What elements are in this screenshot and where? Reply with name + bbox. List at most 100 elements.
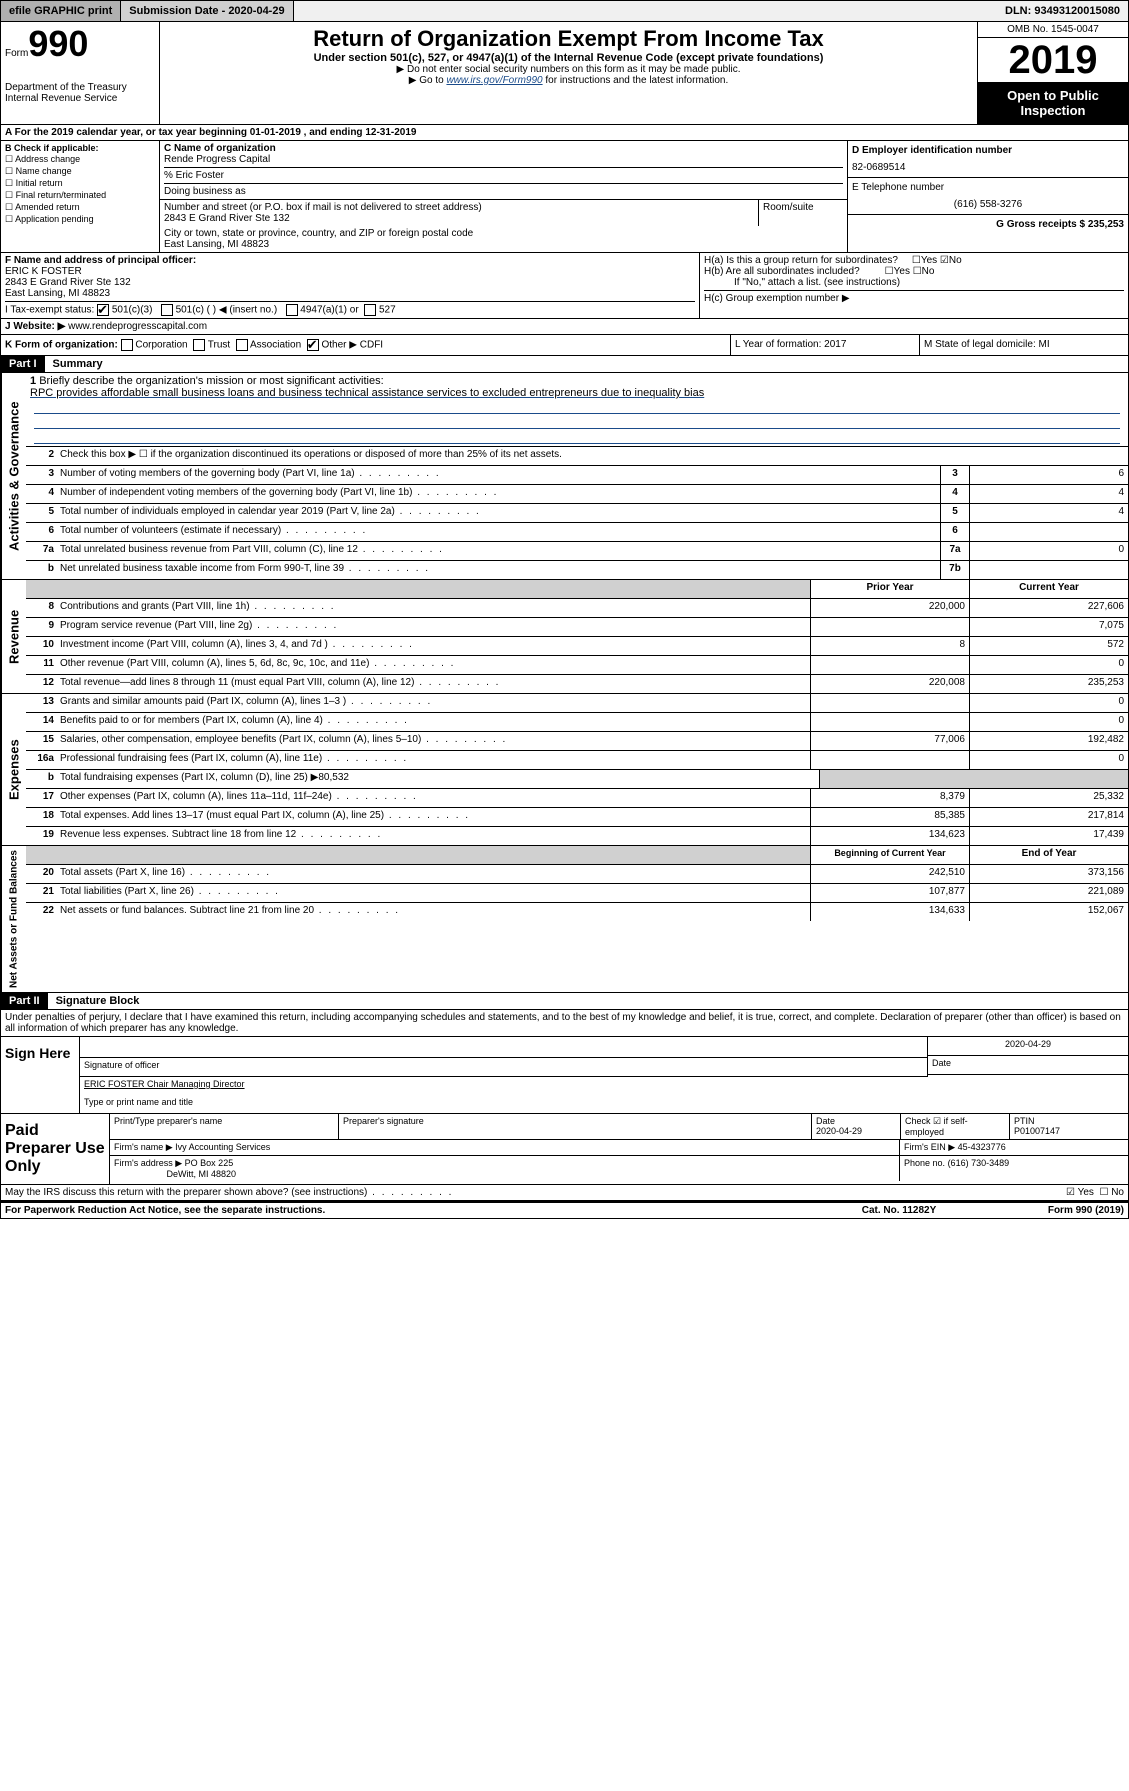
chk-501c3[interactable] (97, 304, 109, 316)
chk-application-pending[interactable]: ☐ Application pending (5, 214, 155, 225)
table-row: 16aProfessional fundraising fees (Part I… (26, 751, 1128, 770)
website-url[interactable]: www.rendeprogresscapital.com (68, 321, 207, 332)
firm-name: Firm's name ▶ Ivy Accounting Services (110, 1140, 900, 1155)
chk-527[interactable] (364, 304, 376, 316)
curr-val: 152,067 (969, 903, 1128, 921)
row-num: 9 (26, 618, 58, 636)
hc: H(c) Group exemption number ▶ (704, 290, 1124, 304)
org-name: Rende Progress Capital (164, 154, 843, 165)
row-num: 13 (26, 694, 58, 712)
efile-label[interactable]: efile GRAPHIC print (1, 1, 121, 21)
row-desc: Investment income (Part VIII, column (A)… (58, 637, 810, 655)
curr-val: 221,089 (969, 884, 1128, 902)
table-row: 18Total expenses. Add lines 13–17 (must … (26, 808, 1128, 827)
row-desc: Net assets or fund balances. Subtract li… (58, 903, 810, 921)
paperwork-notice: For Paperwork Reduction Act Notice, see … (5, 1205, 824, 1216)
chk-other[interactable] (307, 339, 319, 351)
note2-post: for instructions and the latest informat… (543, 75, 729, 86)
activities-section: Activities & Governance 1 Briefly descri… (0, 373, 1129, 580)
row7a-sn: 7a (940, 542, 969, 560)
row-num: 20 (26, 865, 58, 883)
section-bcd: B Check if applicable: ☐ Address change … (0, 141, 1129, 253)
room-label: Room/suite (759, 200, 847, 226)
table-row: 13Grants and similar amounts paid (Part … (26, 694, 1128, 713)
row-klm: K Form of organization: Corporation Trus… (0, 335, 1129, 356)
header: Form990 Department of the Treasury Inter… (0, 22, 1129, 125)
discuss-text: May the IRS discuss this return with the… (5, 1187, 1066, 1198)
row7b-val (969, 561, 1128, 579)
row4-num: 4 (26, 485, 58, 503)
ptin: PTINP01007147 (1010, 1114, 1128, 1139)
col-b-header: B Check if applicable: (5, 143, 155, 153)
curr-val: 0 (969, 713, 1128, 731)
row3-desc: Number of voting members of the governin… (58, 466, 940, 484)
chk-assoc[interactable] (236, 339, 248, 351)
row1-num: 1 (30, 375, 36, 387)
chk-4947[interactable] (286, 304, 298, 316)
chk-501c[interactable] (161, 304, 173, 316)
prior-val (810, 694, 969, 712)
row-desc: Other expenses (Part IX, column (A), lin… (58, 789, 810, 807)
chk-initial-return[interactable]: ☐ Initial return (5, 178, 155, 189)
row-desc: Total revenue—add lines 8 through 11 (mu… (58, 675, 810, 693)
opt-trust: Trust (208, 340, 230, 351)
gross-receipts: G Gross receipts $ 235,253 (848, 215, 1128, 234)
part2-title: Signature Block (48, 995, 140, 1007)
row4-val: 4 (969, 485, 1128, 503)
end-year-head: End of Year (969, 846, 1128, 864)
prior-val (810, 656, 969, 674)
chk-name-change[interactable]: ☐ Name change (5, 166, 155, 177)
addr: 2843 E Grand River Ste 132 (164, 213, 754, 224)
row2-desc: Check this box ▶ ☐ if the organization d… (58, 447, 1128, 465)
row7b-sn: 7b (940, 561, 969, 579)
chk-address-change[interactable]: ☐ Address change (5, 154, 155, 165)
opt-other: Other ▶ (321, 340, 356, 351)
table-row: 9Program service revenue (Part VIII, lin… (26, 618, 1128, 637)
part2-header-row: Part II Signature Block (0, 993, 1129, 1010)
row-i: I Tax-exempt status: 501(c)(3) 501(c) ( … (5, 301, 695, 316)
preparer-name-head: Print/Type preparer's name (110, 1114, 339, 1139)
opt-4947: 4947(a)(1) or (300, 305, 358, 316)
irs-link[interactable]: www.irs.gov/Form990 (446, 75, 542, 86)
chk-final-return[interactable]: ☐ Final return/terminated (5, 190, 155, 201)
sig-blank (80, 1037, 927, 1057)
tax-year: 2019 (978, 38, 1128, 82)
prior-val (810, 751, 969, 769)
row6-sn: 6 (940, 523, 969, 541)
chk-amended[interactable]: ☐ Amended return (5, 202, 155, 213)
officer-addr1: 2843 E Grand River Ste 132 (5, 277, 695, 288)
city-cell: City or town, state or province, country… (160, 226, 847, 252)
row3-num: 3 (26, 466, 58, 484)
form-title: Return of Organization Exempt From Incom… (164, 26, 973, 52)
discuss-yes-no[interactable]: ☑ Yes ☐ No (1066, 1187, 1124, 1198)
city: East Lansing, MI 48823 (164, 239, 843, 250)
table-row: 12Total revenue—add lines 8 through 11 (… (26, 675, 1128, 693)
prior-val: 8 (810, 637, 969, 655)
col-k: K Form of organization: Corporation Trus… (1, 335, 731, 355)
org-name-cell: C Name of organization Rende Progress Ca… (160, 141, 847, 200)
revenue-section: Revenue Prior YearCurrent Year 8Contribu… (0, 580, 1129, 694)
chk-trust[interactable] (193, 339, 205, 351)
row-num: 18 (26, 808, 58, 826)
firm-addr: Firm's address ▶ PO Box 225 DeWitt, MI 4… (110, 1156, 900, 1181)
row7a-num: 7a (26, 542, 58, 560)
chk-corp[interactable] (121, 339, 133, 351)
curr-val: 7,075 (969, 618, 1128, 636)
opt-501c3: 501(c)(3) (112, 305, 153, 316)
discuss-row: May the IRS discuss this return with the… (0, 1185, 1129, 1201)
curr-val: 192,482 (969, 732, 1128, 750)
mission-text: RPC provides affordable small business l… (30, 387, 1124, 399)
revenue-label: Revenue (1, 580, 26, 693)
curr-val: 0 (969, 656, 1128, 674)
row-num: 10 (26, 637, 58, 655)
col-d: D Employer identification number 82-0689… (847, 141, 1128, 252)
self-employed-chk[interactable]: Check ☑ if self-employed (901, 1114, 1010, 1139)
table-row: 19Revenue less expenses. Subtract line 1… (26, 827, 1128, 845)
table-row: 22Net assets or fund balances. Subtract … (26, 903, 1128, 921)
table-row: 8Contributions and grants (Part VIII, li… (26, 599, 1128, 618)
row-desc: Other revenue (Part VIII, column (A), li… (58, 656, 810, 674)
row3-val: 6 (969, 466, 1128, 484)
row-num: 12 (26, 675, 58, 693)
department: Department of the Treasury Internal Reve… (5, 82, 155, 104)
row5-val: 4 (969, 504, 1128, 522)
